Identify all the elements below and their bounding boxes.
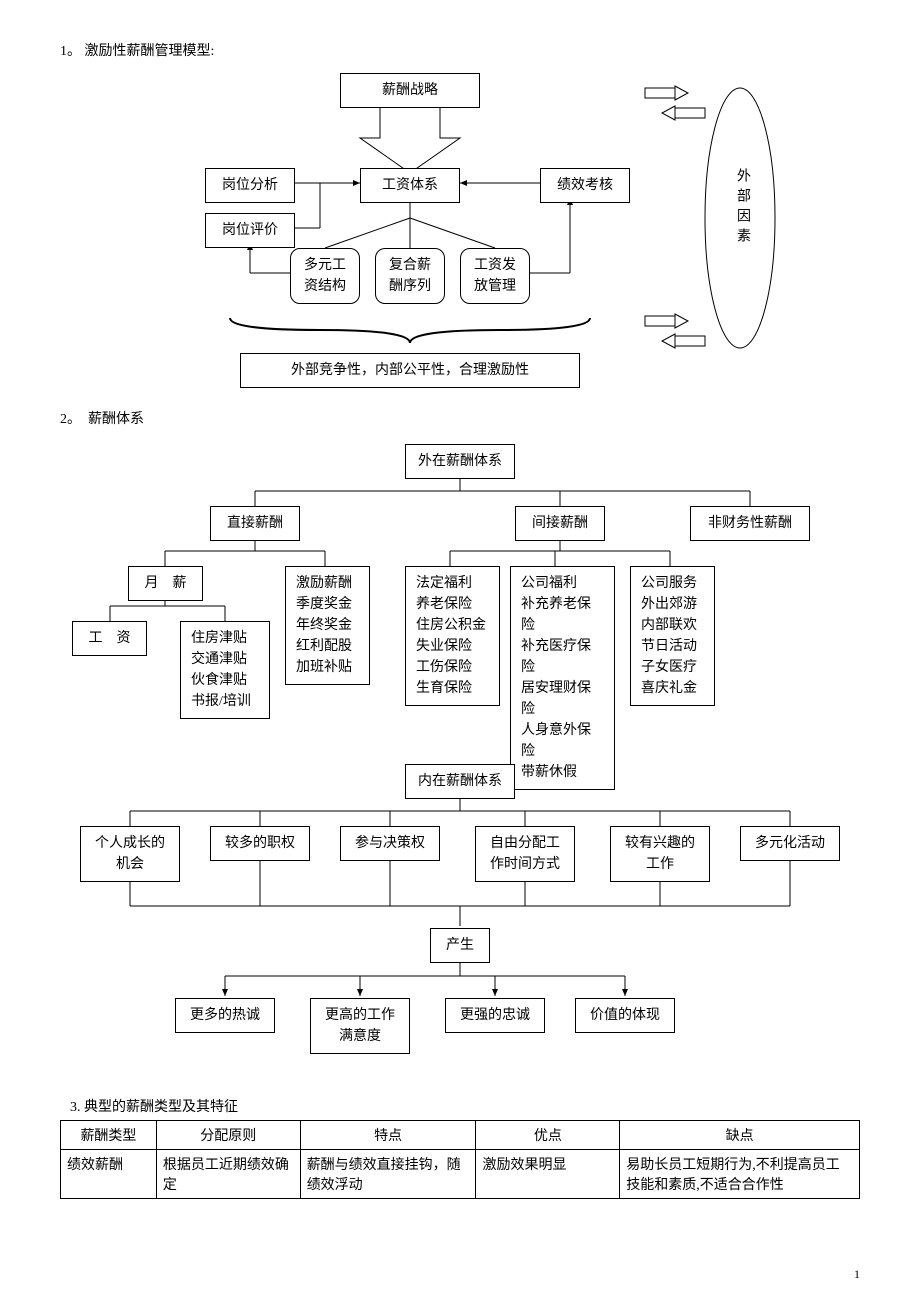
text: 节日活动 [641, 639, 697, 654]
diagram-2-internal: 内在薪酬体系 个人成长的 机会 较多的职权 参与决策权 自由分配工 作时间方式 … [60, 756, 880, 1076]
node-produce: 产生 [430, 928, 490, 963]
text: 伙食津贴 [191, 673, 247, 688]
text: 失业保险 [416, 639, 472, 654]
node-job-eval: 岗位评价 [205, 213, 295, 248]
cell-principle: 根据员工近期绩效确定 [156, 1150, 300, 1199]
text: 资结构 [304, 279, 346, 294]
cell-con: 易助长员工短期行为,不利提高员工技能和素质,不适合合作性 [620, 1150, 860, 1199]
node-performance: 绩效考核 [540, 168, 630, 203]
node-principles: 外部竞争性，内部公平性，合理激励性 [240, 353, 580, 388]
th-feature: 特点 [300, 1121, 476, 1150]
text: 外出郊游 [641, 597, 697, 612]
text: 养老保险 [416, 597, 472, 612]
node-composite-seq: 复合薪 酬序列 [375, 248, 445, 304]
node-direct-pay: 直接薪酬 [210, 506, 300, 541]
text: 较有兴趣的 [625, 836, 695, 851]
node-int-root: 内在薪酬体系 [405, 764, 515, 799]
node-int4: 自由分配工 作时间方式 [475, 826, 575, 882]
node-pay-mgmt: 工资发 放管理 [460, 248, 530, 304]
text: 生育保险 [416, 681, 472, 696]
node-multi-structure: 多元工 资结构 [290, 248, 360, 304]
text: 补充医疗保险 [521, 639, 591, 675]
text: 红利配股 [296, 639, 352, 654]
th-con: 缺点 [620, 1121, 860, 1150]
node-indirect-pay: 间接薪酬 [515, 506, 605, 541]
th-type: 薪酬类型 [61, 1121, 157, 1150]
text: 酬序列 [389, 279, 431, 294]
diagram-2-external: 外在薪酬体系 直接薪酬 间接薪酬 非财务性薪酬 月 薪 工 资 住房津贴 交通津… [60, 436, 880, 756]
text: 季度奖金 [296, 597, 352, 612]
text: 复合薪 [389, 258, 431, 273]
text: 公司服务 [641, 576, 697, 591]
node-company-services: 公司服务 外出郊游 内部联欢 节日活动 子女医疗 喜庆礼金 [630, 566, 715, 706]
text: 人身意外保险 [521, 723, 591, 759]
node-external-factors: 外部因素 [732, 168, 752, 248]
text: 满意度 [339, 1029, 381, 1044]
table-row: 绩效薪酬 根据员工近期绩效确定 薪酬与绩效直接挂钩，随绩效浮动 激励效果明显 易… [61, 1150, 860, 1199]
node-out1: 更多的热诚 [175, 998, 275, 1033]
node-int6: 多元化活动 [740, 826, 840, 861]
text: 公司福利 [521, 576, 577, 591]
node-int5: 较有兴趣的 工作 [610, 826, 710, 882]
text: 工作 [646, 857, 674, 872]
text: 子女医疗 [641, 660, 697, 675]
node-incentive: 激励薪酬 季度奖金 年终奖金 红利配股 加班补贴 [285, 566, 370, 685]
text: 住房津贴 [191, 631, 247, 646]
node-strategy: 薪酬战略 [340, 73, 480, 108]
text: 喜庆礼金 [641, 681, 697, 696]
page-number: 1 [854, 1267, 860, 1282]
table-header-row: 薪酬类型 分配原则 特点 优点 缺点 [61, 1121, 860, 1150]
text: 工伤保险 [416, 660, 472, 675]
section-2-label: 2。 薪酬体系 [60, 408, 860, 428]
node-int1: 个人成长的 机会 [80, 826, 180, 882]
text: 激励薪酬 [296, 576, 352, 591]
node-allowances: 住房津贴 交通津贴 伙食津贴 书报/培训 [180, 621, 270, 719]
text: 工资发 [474, 258, 516, 273]
node-monthly: 月 薪 [128, 566, 203, 601]
node-wage: 工 资 [72, 621, 147, 656]
th-principle: 分配原则 [156, 1121, 300, 1150]
node-out2: 更高的工作 满意度 [310, 998, 410, 1054]
th-pro: 优点 [476, 1121, 620, 1150]
section-3-label: 3. 典型的薪酬类型及其特征 [70, 1096, 860, 1116]
node-job-analysis: 岗位分析 [205, 168, 295, 203]
text: 住房公积金 [416, 618, 486, 633]
diagram-1: 薪酬战略 岗位分析 岗位评价 工资体系 绩效考核 多元工 资结构 复合薪 酬序列… [60, 68, 860, 398]
cell-type: 绩效薪酬 [61, 1150, 157, 1199]
node-wage-system: 工资体系 [360, 168, 460, 203]
text: 加班补贴 [296, 660, 352, 675]
text: 补充养老保险 [521, 597, 591, 633]
text: 机会 [116, 857, 144, 872]
node-nonfinancial-pay: 非财务性薪酬 [690, 506, 810, 541]
text: 书报/培训 [191, 694, 251, 709]
node-int2: 较多的职权 [210, 826, 310, 861]
node-out3: 更强的忠诚 [445, 998, 545, 1033]
compensation-types-table: 薪酬类型 分配原则 特点 优点 缺点 绩效薪酬 根据员工近期绩效确定 薪酬与绩效… [60, 1120, 860, 1199]
text: 放管理 [474, 279, 516, 294]
text: 自由分配工 [490, 836, 560, 851]
node-legal-benefits: 法定福利 养老保险 住房公积金 失业保险 工伤保险 生育保险 [405, 566, 500, 706]
text: 年终奖金 [296, 618, 352, 633]
text: 作时间方式 [490, 857, 560, 872]
text: 居安理财保险 [521, 681, 591, 717]
node-out4: 价值的体现 [575, 998, 675, 1033]
cell-feature: 薪酬与绩效直接挂钩，随绩效浮动 [300, 1150, 476, 1199]
cell-pro: 激励效果明显 [476, 1150, 620, 1199]
text: 交通津贴 [191, 652, 247, 667]
section-1-label: 1。 激励性薪酬管理模型: [60, 40, 860, 60]
text: 多元工 [304, 258, 346, 273]
text: 个人成长的 [95, 836, 165, 851]
node-ext-root: 外在薪酬体系 [405, 444, 515, 479]
node-int3: 参与决策权 [340, 826, 440, 861]
text: 内部联欢 [641, 618, 697, 633]
text: 法定福利 [416, 576, 472, 591]
text: 更高的工作 [325, 1008, 395, 1023]
